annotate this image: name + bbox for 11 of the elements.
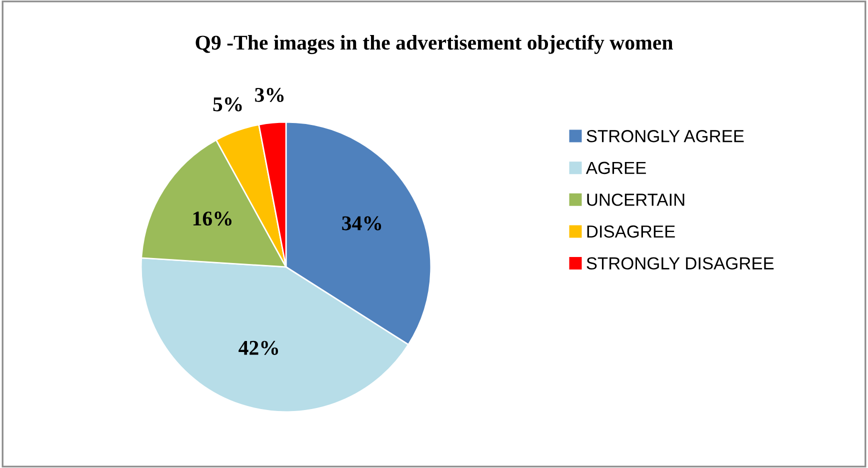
legend-label: UNCERTAIN [587, 194, 684, 206]
data-label: 5% [213, 97, 242, 112]
legend-label: STRONGLY DISAGREE [586, 257, 774, 270]
legend-label: AGREE [586, 162, 646, 174]
chart-title: Q9 -The images in the advertisement objectify women [196, 34, 673, 54]
data-label: 34% [342, 216, 382, 230]
legend-label: DISAGREE [587, 225, 675, 238]
data-label: 3% [255, 88, 284, 102]
data-label: 16% [193, 212, 232, 226]
legend-label: STRONGLY AGREE [586, 130, 744, 142]
data-label: 42% [238, 340, 278, 355]
